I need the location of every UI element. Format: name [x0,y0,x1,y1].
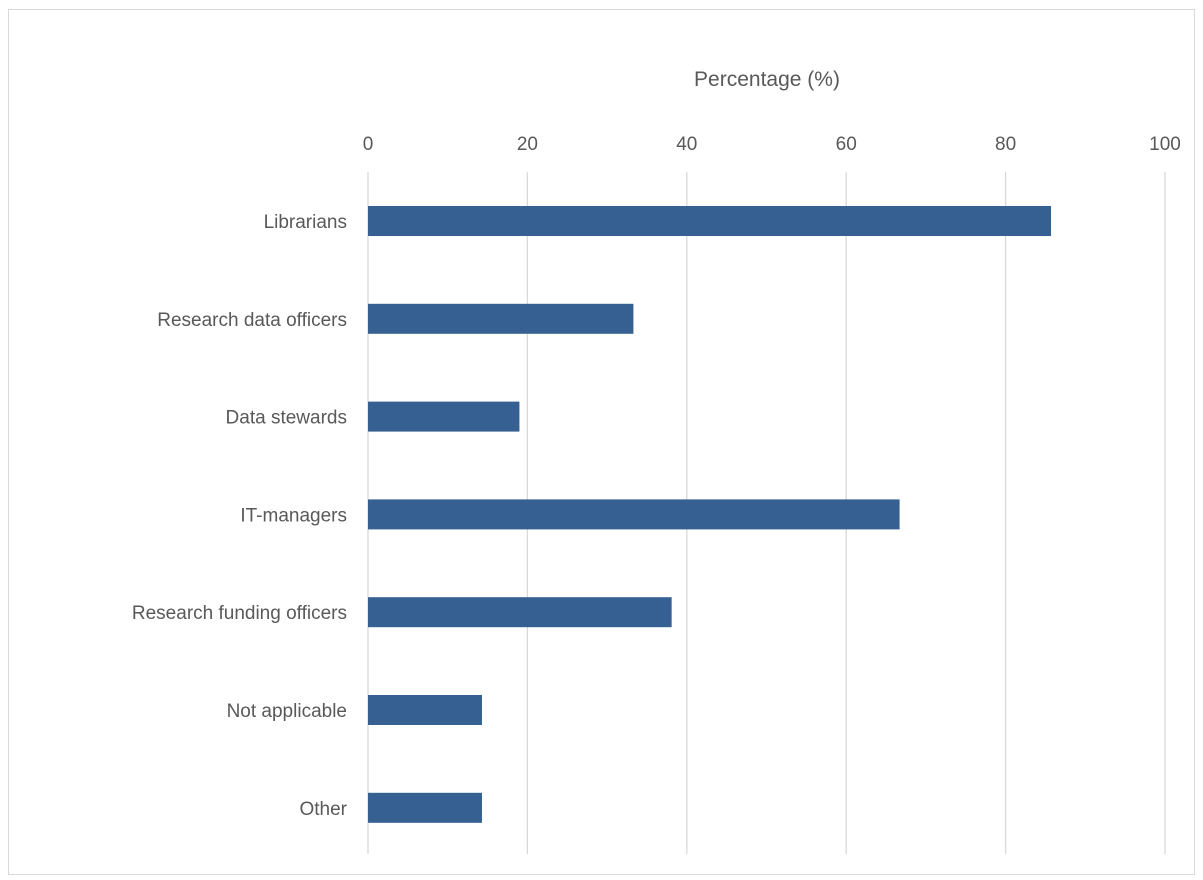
category-label: Data stewards [226,408,347,429]
bars [368,206,1052,823]
bar [368,597,672,628]
bar [368,206,1052,236]
bar [368,499,900,530]
bar [368,303,634,334]
category-labels: Librarians Research data officers Data ste… [132,212,348,820]
category-label: Not applicable [227,701,347,722]
bar [368,792,482,823]
category-label: Research data officers [157,310,347,331]
bar [368,695,482,725]
x-tick-label: 40 [676,134,697,155]
x-axis-ticks: 0 20 40 60 80 100 [363,134,1181,155]
x-tick-label: 100 [1149,134,1181,155]
category-label: Other [299,799,347,820]
x-tick-label: 0 [363,134,374,155]
x-tick-label: 80 [995,134,1016,155]
category-label: Librarians [264,212,347,233]
x-axis-title: Percentage (%) [694,68,840,91]
chart-frame [8,9,1195,875]
x-tick-label: 20 [517,134,538,155]
category-label: IT-managers [240,505,347,526]
category-label: Research funding officers [132,603,347,624]
bar [368,401,520,432]
x-tick-label: 60 [836,134,857,155]
gridlines [367,172,1166,854]
